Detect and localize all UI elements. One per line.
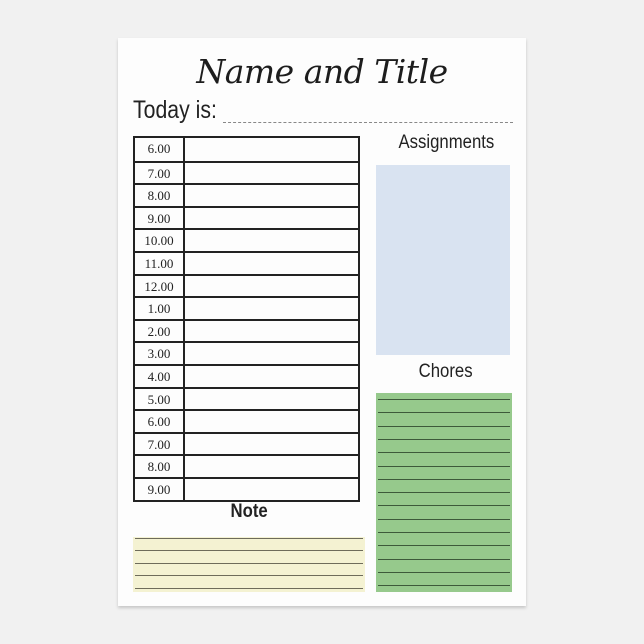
schedule-entry-cell[interactable] (185, 343, 358, 364)
ruled-line (378, 571, 510, 573)
planner-page: Name and Title Today is: 6.00 7.00 8.00 9.0… (118, 38, 526, 606)
note-area[interactable] (133, 537, 365, 592)
time-label: 3.00 (135, 343, 185, 364)
schedule-row: 6.00 (135, 409, 358, 432)
time-label: 8.00 (135, 456, 185, 477)
ruled-line (378, 558, 510, 560)
time-label: 10.00 (135, 230, 185, 251)
schedule-row: 1.00 (135, 296, 358, 319)
schedule-row: 7.00 (135, 431, 358, 455)
ruled-line (135, 538, 363, 539)
time-label: 5.00 (135, 388, 185, 410)
time-label: 12.00 (135, 275, 185, 297)
time-label: 6.00 (135, 411, 185, 432)
schedule-entry-cell[interactable] (185, 456, 358, 477)
schedule-entry-cell[interactable] (185, 321, 358, 342)
ruled-line (378, 505, 510, 507)
ruled-line (378, 492, 510, 494)
ruled-line (378, 438, 510, 440)
schedule-row: 3.00 (135, 341, 358, 364)
schedule-entry-cell[interactable] (185, 434, 358, 455)
schedule-row: 5.00 (135, 386, 358, 410)
schedule-entry-cell[interactable] (185, 208, 358, 229)
schedule-entry-cell[interactable] (185, 276, 358, 297)
today-label: Today is: (133, 96, 217, 124)
time-label: 6.00 (135, 138, 185, 161)
schedule-row: 2.00 (135, 318, 358, 342)
ruled-line (378, 478, 510, 480)
ruled-line (378, 465, 510, 467)
ruled-line (378, 532, 510, 533)
schedule-row: 9.00 (135, 205, 358, 229)
schedule-row: 12.00 (135, 273, 358, 297)
schedule-entry-cell[interactable] (185, 163, 358, 184)
schedule-entry-cell[interactable] (185, 253, 358, 274)
assignments-heading: Assignments (398, 132, 495, 153)
schedule-entry-cell[interactable] (185, 138, 358, 161)
schedule-entry-cell[interactable] (185, 298, 358, 319)
schedule-row: 10.00 (135, 228, 358, 251)
date-line[interactable] (223, 122, 513, 123)
time-label: 1.00 (135, 298, 185, 319)
schedule-entry-cell[interactable] (185, 389, 358, 410)
schedule-row: 7.00 (135, 160, 358, 184)
time-label: 7.00 (135, 433, 185, 455)
schedule-row: 8.00 (135, 183, 358, 206)
time-label: 8.00 (135, 185, 185, 206)
page-title: Name and Title (196, 52, 448, 91)
schedule-entry-cell[interactable] (185, 479, 358, 500)
schedule-entry-cell[interactable] (185, 230, 358, 251)
schedule-row: 8.00 (135, 454, 358, 477)
schedule-entry-cell[interactable] (185, 366, 358, 387)
ruled-line (378, 425, 510, 427)
schedule-entry-cell[interactable] (185, 411, 358, 432)
time-label: 7.00 (135, 162, 185, 184)
chores-heading: Chores (418, 361, 473, 382)
assignments-area[interactable] (376, 165, 510, 355)
time-label: 9.00 (135, 478, 185, 500)
ruled-line (135, 575, 363, 577)
ruled-line (378, 412, 510, 414)
schedule-table: 6.00 7.00 8.00 9.00 10.00 11.00 12.00 1.00 2.00 3… (133, 136, 360, 502)
time-label: 9.00 (135, 207, 185, 229)
ruled-line (135, 587, 363, 589)
ruled-line (378, 399, 510, 400)
time-label: 4.00 (135, 365, 185, 387)
time-label: 11.00 (135, 252, 185, 274)
chores-area[interactable] (376, 393, 512, 592)
schedule-row: 6.00 (135, 138, 358, 161)
schedule-row: 9.00 (135, 476, 358, 500)
ruled-line (378, 452, 510, 454)
schedule-row: 4.00 (135, 363, 358, 387)
time-label: 2.00 (135, 320, 185, 342)
ruled-line (378, 545, 510, 547)
schedule-row: 11.00 (135, 250, 358, 274)
schedule-entry-cell[interactable] (185, 185, 358, 206)
ruled-line (378, 518, 510, 520)
ruled-line (135, 550, 363, 552)
note-heading: Note (230, 501, 268, 522)
ruled-line (135, 562, 363, 564)
ruled-line (378, 585, 510, 587)
